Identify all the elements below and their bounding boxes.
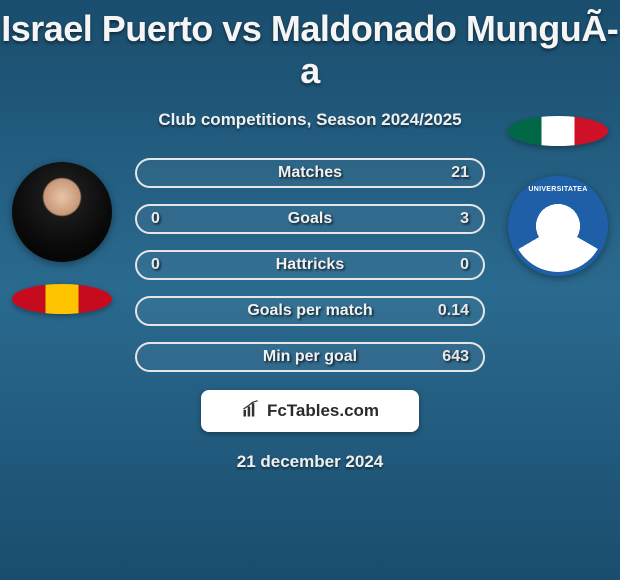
page-title: Israel Puerto vs Maldonado MunguÃ­a [0,0,620,92]
player-right-crest [508,176,608,276]
stat-label: Goals per match [191,302,429,320]
comparison-container: Matches 21 0 Goals 3 0 Hattricks 0 Goals… [0,158,620,372]
chart-icon [241,399,261,424]
comparison-date: 21 december 2024 [0,452,620,472]
stat-row-matches: Matches 21 [135,158,485,188]
branding-text: FcTables.com [267,401,379,421]
stat-row-gpm: Goals per match 0.14 [135,296,485,326]
stat-label: Matches [191,164,429,182]
player-right-flag [508,116,608,146]
stats-table: Matches 21 0 Goals 3 0 Hattricks 0 Goals… [135,158,485,372]
stat-row-mpg: Min per goal 643 [135,342,485,372]
stat-left-value: 0 [151,210,191,228]
branding-badge: FcTables.com [201,390,419,432]
stat-row-goals: 0 Goals 3 [135,204,485,234]
stat-label: Hattricks [191,256,429,274]
player-right-column [503,158,613,276]
stat-right-value: 0 [429,256,469,274]
player-left-flag [12,284,112,314]
stat-row-hattricks: 0 Hattricks 0 [135,250,485,280]
stat-right-value: 3 [429,210,469,228]
stat-right-value: 643 [429,348,469,366]
player-left-column [7,158,117,314]
stat-label: Min per goal [191,348,429,366]
stat-label: Goals [191,210,429,228]
stat-right-value: 21 [429,164,469,182]
stat-right-value: 0.14 [429,302,469,320]
stat-left-value: 0 [151,256,191,274]
player-left-avatar [12,162,112,262]
